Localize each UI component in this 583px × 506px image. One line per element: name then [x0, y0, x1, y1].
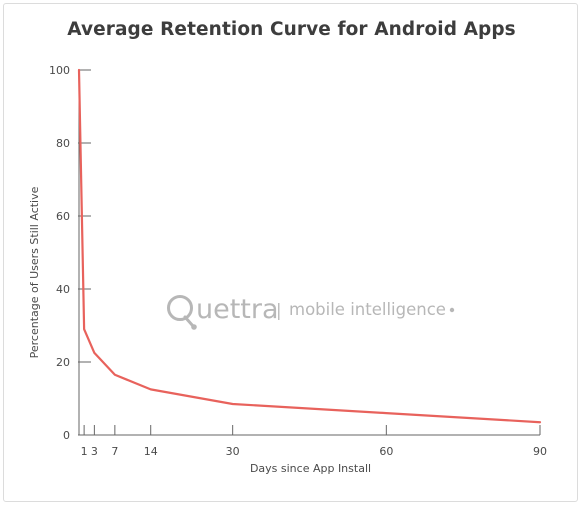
watermark-tagline: mobile intelligence — [289, 300, 446, 319]
y-tick-label: 20 — [56, 356, 70, 369]
y-tick-label: 100 — [49, 64, 70, 77]
x-tick-label: 30 — [226, 445, 240, 458]
ticks: 0 20 40 60 80 100 1 3 7 14 30 60 90 — [49, 64, 547, 458]
series-line — [77, 68, 542, 424]
y-tick-label: 40 — [56, 283, 70, 296]
x-tick-label: 14 — [144, 445, 158, 458]
chart-title: Average Retention Curve for Android Apps — [67, 19, 516, 40]
axes — [78, 70, 540, 436]
x-tick-label: 60 — [379, 445, 393, 458]
y-tick-label: 0 — [63, 429, 70, 442]
y-axis-label: Percentage of Users Still Active — [28, 186, 41, 358]
watermark-brand: uettra — [196, 294, 279, 325]
y-tick-label: 80 — [56, 137, 70, 150]
plot-area — [77, 68, 542, 424]
watermark: uettra | mobile intelligence — [167, 294, 455, 330]
x-tick-label: 90 — [533, 445, 547, 458]
x-tick-label: 1 — [81, 445, 88, 458]
x-tick-label: 7 — [111, 445, 118, 458]
x-axis-label: Days since App Install — [250, 462, 371, 475]
y-tick-label: 60 — [56, 210, 70, 223]
x-tick-label: 3 — [91, 445, 98, 458]
watermark-divider: | — [276, 301, 282, 320]
quettra-logo-icon — [167, 295, 197, 330]
watermark-dot-icon — [449, 307, 455, 313]
